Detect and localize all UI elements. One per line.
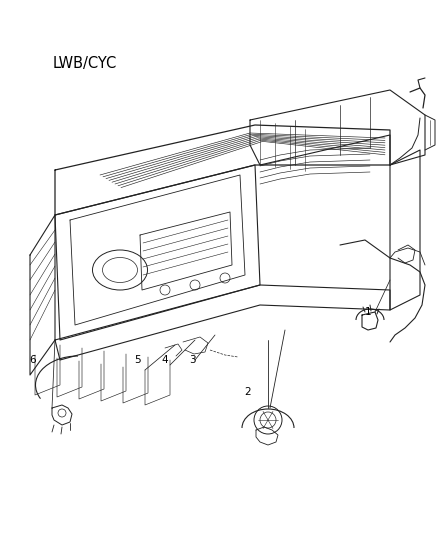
Text: LWB/CYC: LWB/CYC [53,56,117,71]
Text: 4: 4 [161,355,168,365]
Text: 1: 1 [364,307,371,317]
Text: 3: 3 [189,355,196,365]
Text: 2: 2 [244,387,251,397]
Text: 5: 5 [134,355,141,365]
Text: 6: 6 [29,355,36,365]
